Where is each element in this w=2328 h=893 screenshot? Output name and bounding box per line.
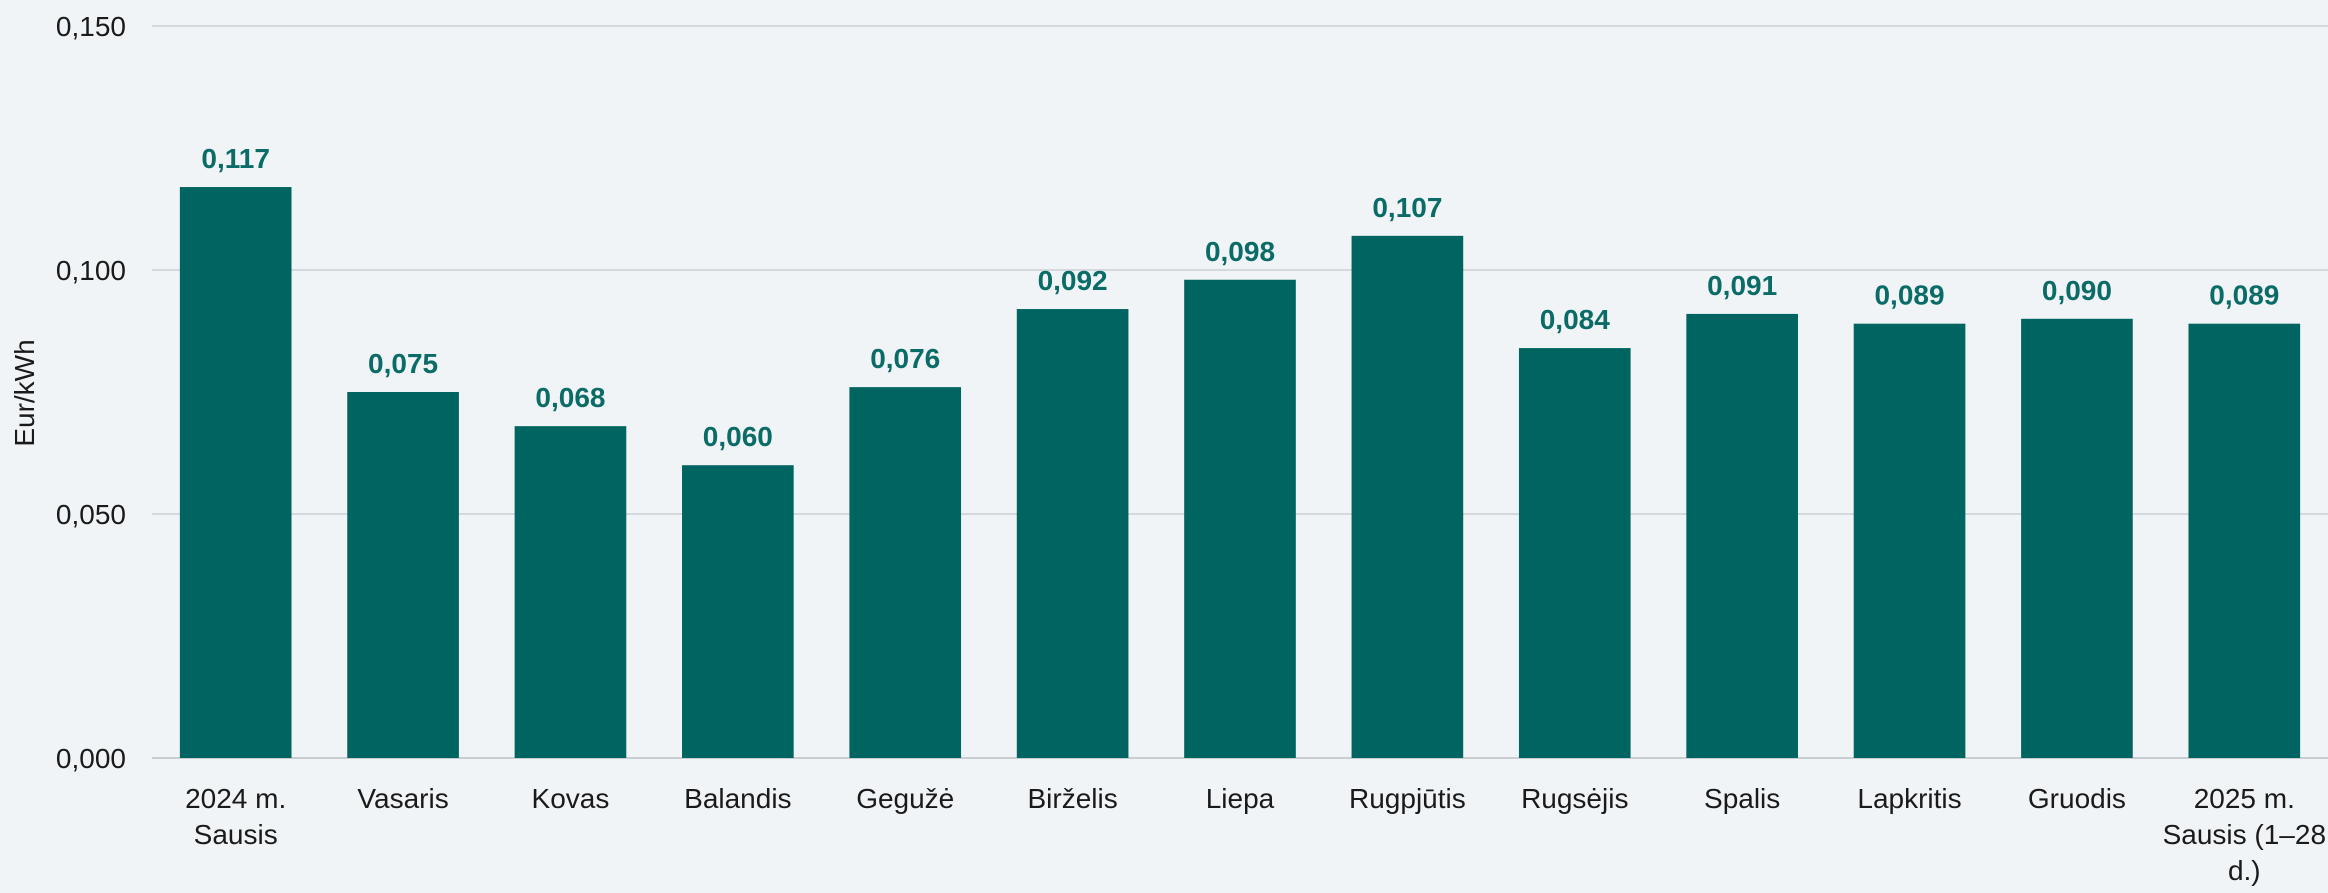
bar (1518, 348, 1631, 758)
x-tick-label: 2024 m. Sausis (185, 783, 286, 850)
data-label: 0,084 (1540, 304, 1610, 335)
bar (347, 392, 459, 758)
x-tick-label: 2025 m. Sausis (1–28 d.) (2163, 783, 2326, 886)
data-label: 0,090 (2042, 275, 2112, 306)
bar (2021, 318, 2133, 758)
y-tick-label: 0,100 (56, 255, 126, 286)
x-tick-label: Lapkritis (1857, 783, 1961, 814)
data-label: 0,075 (368, 348, 438, 379)
data-label: 0,089 (2209, 280, 2279, 311)
bars (179, 187, 2301, 759)
data-label: 0,107 (1372, 192, 1442, 223)
bar (682, 465, 794, 758)
bar (2188, 323, 2301, 758)
data-label: 0,089 (1874, 280, 1944, 311)
value-labels: 0,117 0,075 0,068 0,060 0,076 0,092 0,098 0,107… (201, 143, 2279, 452)
y-tick-label: 0,000 (56, 743, 126, 774)
bar (1184, 279, 1296, 758)
x-tick-label: Gegužė (856, 783, 954, 814)
bar (1351, 235, 1464, 759)
data-label: 0,091 (1707, 270, 1777, 301)
bar (849, 387, 962, 758)
x-tick-label: Gruodis (2028, 783, 2126, 814)
x-tick-label: Kovas (532, 783, 610, 814)
data-label: 0,068 (535, 382, 605, 413)
data-label: 0,092 (1038, 265, 1108, 296)
bar (514, 426, 627, 758)
x-tick-label: Rugpjūtis (1349, 783, 1466, 814)
x-tick-label: Liepa (1206, 783, 1275, 814)
x-tick-label: Spalis (1704, 783, 1780, 814)
x-tick-label: Vasaris (357, 783, 448, 814)
data-label: 0,076 (870, 343, 940, 374)
y-tick-label: 0,150 (56, 11, 126, 42)
y-axis-ticks: 0,000 0,050 0,100 0,150 (56, 11, 126, 774)
data-label: 0,060 (703, 421, 773, 452)
bar (1016, 309, 1129, 758)
data-label: 0,098 (1205, 236, 1275, 267)
x-tick-label: Balandis (684, 783, 791, 814)
bar (1686, 313, 1798, 758)
y-axis-title: Eur/kWh (9, 339, 40, 446)
x-tick-label: Rugsėjis (1521, 783, 1628, 814)
x-axis-labels: 2024 m. Sausis Vasaris Kovas Balandis Gegužė B… (185, 783, 2326, 886)
bar (1853, 323, 1966, 758)
data-label: 0,117 (201, 143, 270, 174)
y-tick-label: 0,050 (56, 499, 126, 530)
bar (179, 187, 292, 759)
x-tick-label: Birželis (1027, 783, 1117, 814)
